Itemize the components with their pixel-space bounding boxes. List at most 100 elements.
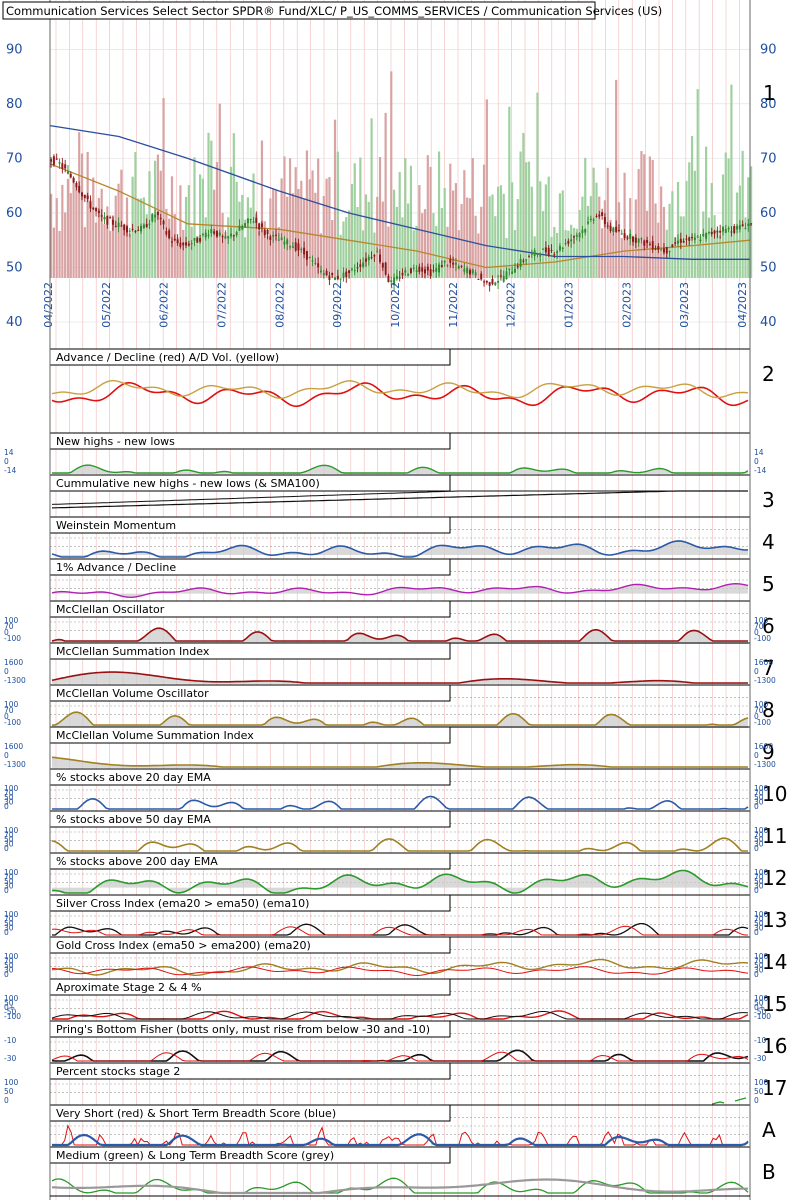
panel-tick-label-left: 100	[4, 784, 19, 793]
volume-bar	[401, 217, 404, 278]
candle-body	[224, 236, 227, 239]
panel-tick-label-right: 100	[754, 868, 769, 877]
candle-body	[547, 247, 550, 255]
series-line	[52, 1133, 749, 1147]
volume-bar	[190, 226, 193, 278]
candle-body	[719, 230, 722, 233]
volume-bar	[305, 150, 309, 278]
candle-body	[539, 255, 542, 257]
candle-body	[356, 267, 359, 269]
volume-bar	[741, 150, 744, 278]
candle-body	[114, 226, 117, 228]
candle-body	[679, 238, 682, 243]
volume-bar	[277, 227, 280, 278]
candle-body	[516, 266, 519, 268]
candle-body	[519, 259, 522, 268]
candle-body	[511, 271, 514, 274]
candle-body	[550, 249, 553, 252]
candle-body	[266, 229, 269, 235]
panel-number: 15	[762, 992, 787, 1016]
panel-tick-label-right: 0	[754, 751, 759, 760]
candle-body	[699, 239, 702, 241]
volume-bar	[193, 157, 196, 278]
candle-body	[387, 275, 390, 283]
panel-tick-label-right: 100	[754, 994, 769, 1003]
candle-body	[474, 272, 477, 276]
panel-number: 3	[762, 488, 775, 512]
panel-tick-label-right: 50	[754, 793, 764, 802]
candle-body	[258, 223, 261, 230]
volume-bar	[201, 178, 205, 278]
candle-body	[651, 241, 654, 250]
panel-tick-label-right: 30	[754, 882, 764, 891]
date-label: 02/2023	[620, 282, 633, 328]
volume-bar	[589, 196, 592, 278]
volume-bar	[89, 200, 92, 278]
volume-bar	[640, 151, 643, 278]
volume-bar	[215, 162, 219, 278]
volume-bar	[468, 198, 472, 278]
indicator-panel: Cummulative new highs - new lows (& SMA1…	[49, 474, 775, 512]
volume-bar	[443, 187, 446, 278]
panel-title: Aproximate Stage 2 & 4 %	[56, 981, 202, 994]
volume-bar	[651, 159, 654, 278]
candle-body	[381, 263, 384, 268]
series-line	[52, 922, 749, 936]
panel-tick-label-right: 30	[754, 798, 764, 807]
candle-body	[446, 265, 449, 267]
volume-bar	[707, 217, 711, 278]
volume-bar	[452, 190, 455, 278]
volume-bar	[238, 201, 241, 278]
candle-body	[319, 270, 322, 273]
panel-tick-label-left: 0+	[4, 1003, 15, 1012]
volume-bar	[114, 195, 117, 278]
price-tick-label-left: 80	[6, 97, 23, 112]
candle-body	[221, 236, 224, 238]
candle-body	[280, 237, 283, 240]
candle-body	[297, 243, 300, 251]
candle-body	[640, 238, 643, 240]
volume-bar	[283, 156, 286, 278]
candle-body	[83, 194, 86, 199]
panel-tick-label-left: 100	[4, 826, 19, 835]
volume-bar	[477, 233, 480, 278]
panel-tick-label-right: -100	[754, 1012, 771, 1021]
volume-bar	[435, 226, 438, 278]
candle-body	[314, 262, 317, 264]
panel-tick-label-right: 100	[754, 910, 769, 919]
series-fill	[52, 583, 748, 598]
candle-body	[542, 248, 545, 250]
volume-bar	[210, 140, 213, 278]
candle-body	[390, 280, 393, 282]
volume-bar	[263, 221, 266, 278]
candle-body	[210, 229, 213, 234]
volume-bar	[488, 196, 491, 278]
volume-bar	[128, 233, 131, 278]
panel-tick-label-right: 70	[754, 831, 764, 840]
series-line	[51, 925, 748, 936]
panel-tick-label-right: 30	[754, 966, 764, 975]
panel-tick-label-right: 30	[754, 840, 764, 849]
panel-tick-label-left: -30	[4, 1054, 16, 1063]
volume-bar	[750, 166, 753, 278]
candle-body	[373, 255, 376, 257]
volume-bar	[331, 219, 334, 278]
panel-tick-label-left: 30	[4, 924, 14, 933]
volume-bar	[139, 198, 143, 278]
panel-tick-label-right: 30	[754, 924, 764, 933]
candle-body	[513, 268, 516, 273]
volume-bar	[111, 216, 115, 278]
candle-body	[677, 240, 680, 244]
candle-body	[379, 254, 382, 263]
volume-bar	[550, 236, 553, 278]
panel-tick-label-left: -10	[4, 1036, 16, 1045]
candle-body	[148, 223, 151, 225]
volume-bar	[454, 183, 458, 278]
panel-tick-label-left: 100	[4, 994, 19, 1003]
volume-bar	[317, 158, 320, 278]
candle-body	[151, 214, 154, 222]
panel-title: McClellan Volume Summation Index	[56, 729, 254, 742]
